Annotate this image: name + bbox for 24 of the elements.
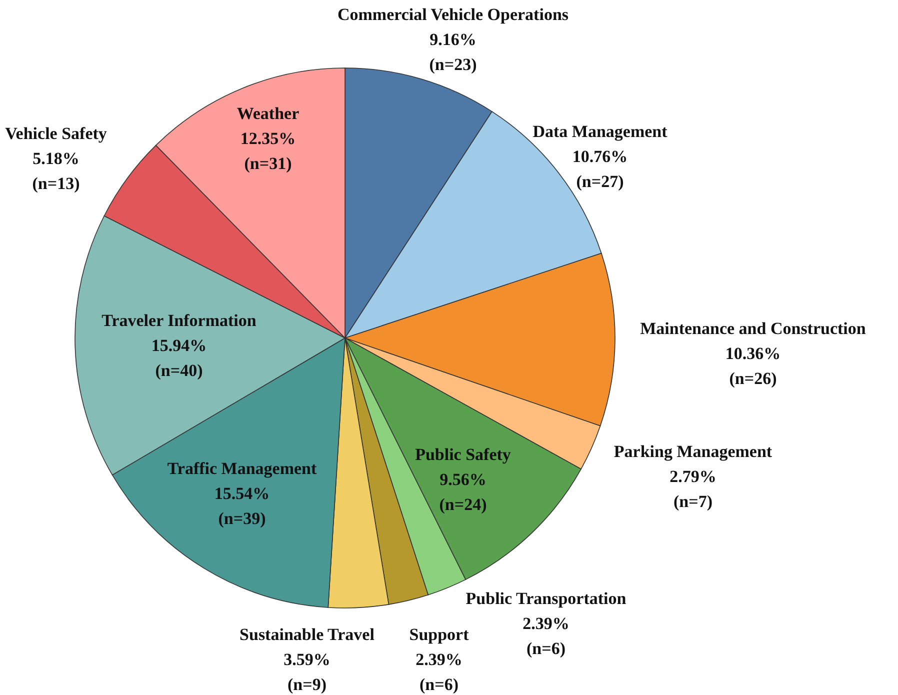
data-label: 2.79% (n=7)	[670, 467, 716, 511]
data-label: 10.76% (n=27)	[572, 147, 628, 191]
data-label: 9.16% (n=23)	[429, 30, 477, 74]
data-label: 5.18% (n=13)	[32, 149, 80, 193]
data-label: 2.39% (n=6)	[522, 614, 570, 658]
data-label: 12.35% (n=31)	[240, 129, 296, 173]
slice-label: Public Transportation	[466, 589, 627, 608]
slice-label: Parking Management	[614, 442, 772, 461]
data-label: 10.36% (n=26)	[725, 344, 781, 388]
data-label: 3.59% (n=9)	[284, 650, 330, 694]
data-label: 15.94% (n=40)	[151, 336, 207, 380]
slice-label: Maintenance and Construction	[640, 319, 866, 338]
slice-label: Commercial Vehicle Operations	[337, 5, 569, 24]
slice-label: Support	[409, 625, 470, 644]
data-label: 9.56% (n=24)	[439, 470, 487, 514]
slice-label: Public Safety	[415, 445, 512, 464]
slice-label: Traffic Management	[167, 459, 317, 478]
data-label: 2.39% (n=6)	[416, 650, 462, 694]
slice-label: Weather	[236, 104, 300, 123]
slice-label: Traveler Information	[102, 311, 257, 330]
data-label: 15.54% (n=39)	[214, 484, 270, 528]
slice-label: Vehicle Safety	[5, 124, 108, 143]
slice-label: Data Management	[532, 122, 668, 141]
slice-label: Sustainable Travel	[240, 625, 375, 644]
